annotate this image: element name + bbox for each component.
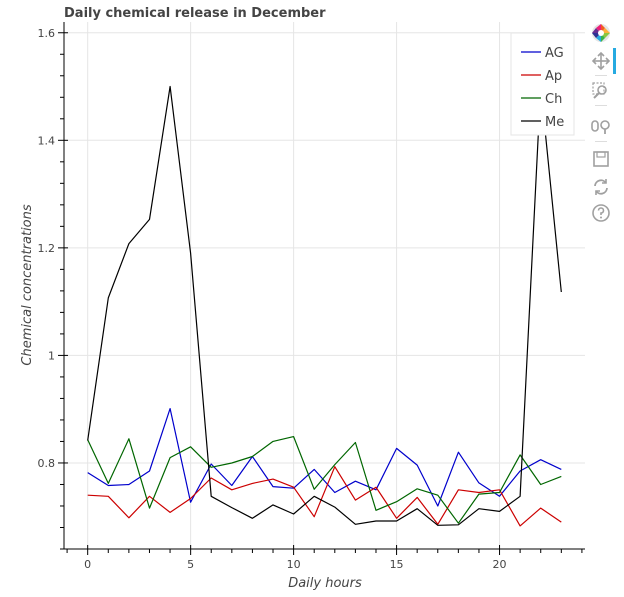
series-lines [87,85,562,527]
reset-icon [594,179,608,195]
wheel-zoom-tool[interactable] [588,114,614,140]
x-tick-label: 10 [287,558,301,571]
save-icon [593,151,609,167]
pan-icon [591,51,611,71]
help-tool[interactable] [588,200,614,226]
series-line-me [87,85,562,526]
series-line-ch [87,436,562,524]
x-axis-label: Daily hours [288,576,362,591]
y-tick-label: 1.4 [38,134,56,147]
box-zoom-tool[interactable] [588,78,614,104]
legend-label-ag: AG [545,46,564,61]
y-axis-label: Chemical concentrations [20,204,35,365]
axes: 0 5 10 15 20 0.8 1 1.2 1.4 1.6 [38,22,585,571]
save-tool[interactable] [588,146,614,172]
bokeh-logo-icon [592,24,610,42]
y-tick-label: 1 [48,349,55,362]
legend-label-ch: Ch [545,92,562,107]
chart-title: Daily chemical release in December [64,6,326,21]
reset-tool[interactable] [588,174,614,200]
series-line-ag [87,408,562,507]
x-tick-label: 20 [493,558,507,571]
grid [64,22,585,549]
x-tick-label: 5 [187,558,194,571]
y-tick-label: 0.8 [38,457,56,470]
legend: AG Ap Ch Me [510,32,575,136]
pan-tool-active-indicator [613,48,616,74]
x-tick-label: 0 [84,558,91,571]
wheel-zoom-icon [591,120,610,134]
x-tick-label: 15 [390,558,404,571]
box-zoom-icon [592,82,607,99]
series-line-ap [87,466,562,527]
pan-tool[interactable] [588,48,614,74]
legend-box [510,32,575,136]
legend-label-ap: Ap [545,69,562,84]
help-icon [592,204,610,222]
legend-label-me: Me [545,115,564,130]
y-tick-label: 1.6 [38,27,56,40]
bokeh-logo[interactable] [588,20,614,46]
y-tick-label: 1.2 [38,242,56,255]
